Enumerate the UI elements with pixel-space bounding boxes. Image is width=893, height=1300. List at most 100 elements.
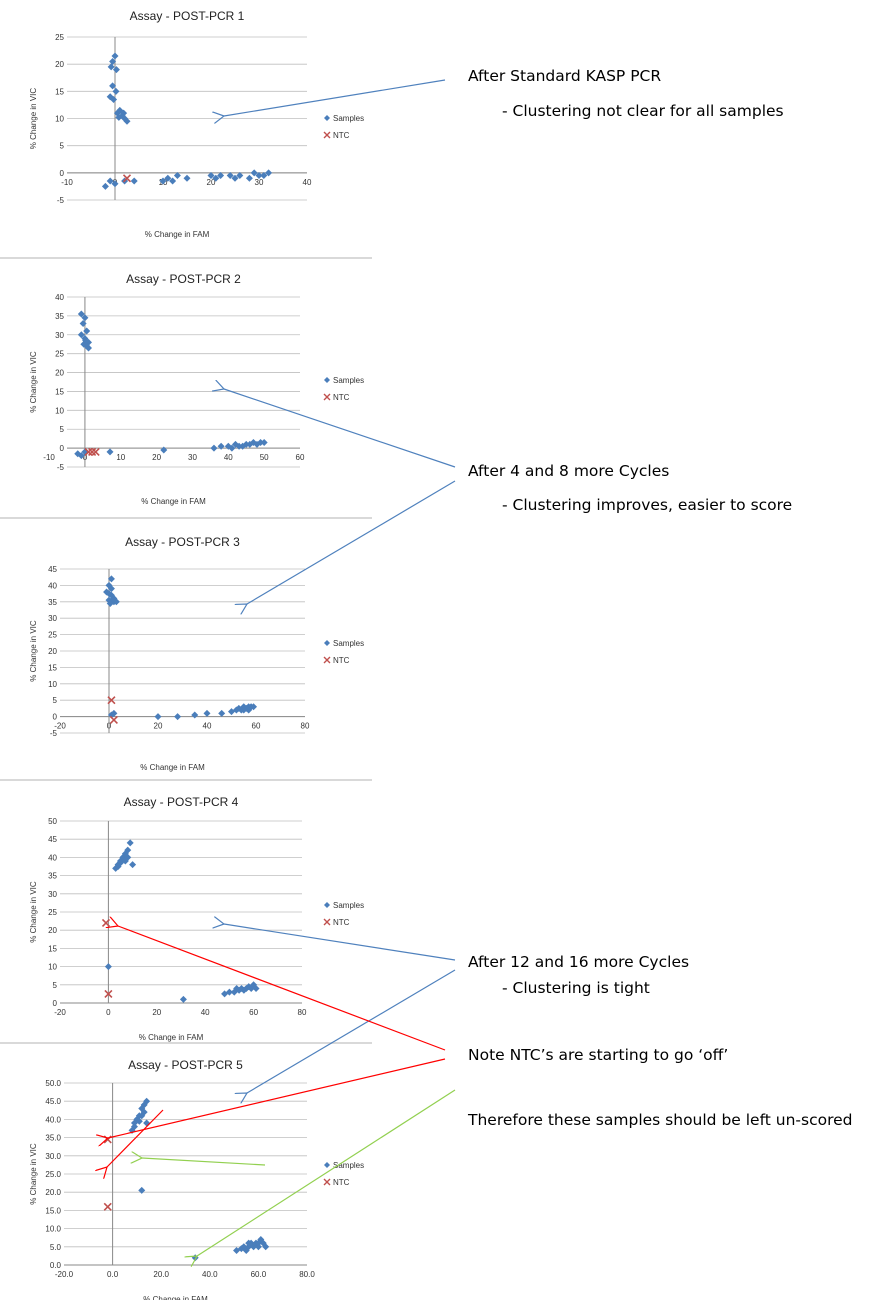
sample-point bbox=[124, 853, 132, 861]
y-tick-label: 25 bbox=[48, 631, 57, 640]
sample-point bbox=[169, 177, 177, 185]
sample-point bbox=[203, 709, 211, 717]
y-tick-label: 35 bbox=[55, 312, 64, 321]
chart-legend: Samples NTC bbox=[323, 376, 364, 402]
y-axis-title: % Change in VIC bbox=[29, 351, 38, 413]
y-axis-title: % Change in VIC bbox=[29, 88, 38, 150]
y-tick-label: 35 bbox=[48, 872, 57, 881]
chart-5: Assay - POST-PCR 5 0.0 5.0 10.0 15.0 20.0 25.0… bbox=[29, 1058, 364, 1300]
y-tick-label: 10 bbox=[48, 680, 57, 689]
sample-point bbox=[236, 172, 244, 180]
arrow-red-ntc4 bbox=[118, 926, 446, 1051]
y-tick-label: 0 bbox=[60, 444, 65, 453]
sample-point bbox=[265, 169, 273, 177]
legend-samples-label: Samples bbox=[333, 114, 364, 123]
x-tick-label: 40.0 bbox=[202, 1270, 218, 1279]
sample-point bbox=[262, 1243, 270, 1251]
sample-point bbox=[217, 442, 225, 450]
annotation-left-unscored: Therefore these samples should be left u… bbox=[468, 1111, 853, 1129]
arrow-blue-pcr5 bbox=[247, 969, 456, 1093]
sample-point bbox=[107, 63, 115, 71]
y-tick-label: 35.0 bbox=[45, 1134, 61, 1143]
sample-point bbox=[112, 598, 120, 606]
y-tick-label: 10 bbox=[48, 963, 57, 972]
sample-point bbox=[110, 95, 118, 103]
chart-title: Assay - POST-PCR 3 bbox=[125, 535, 240, 549]
y-tick-label: 20 bbox=[55, 369, 64, 378]
sample-point bbox=[250, 1243, 258, 1251]
arrow-blue-pcr1 bbox=[224, 79, 446, 116]
y-tick-label: 30.0 bbox=[45, 1152, 61, 1161]
y-tick-label: -5 bbox=[50, 729, 58, 738]
y-tick-label: 20 bbox=[48, 926, 57, 935]
sample-point bbox=[225, 988, 233, 996]
series-ntc bbox=[107, 696, 118, 724]
legend-samples-label: Samples bbox=[333, 376, 364, 385]
y-tick-label: 25.0 bbox=[45, 1170, 61, 1179]
y-tick-label: 15.0 bbox=[45, 1206, 61, 1215]
sample-point bbox=[126, 839, 134, 847]
ntc-point bbox=[122, 174, 132, 183]
chart-legend: Samples NTC bbox=[323, 114, 364, 140]
chart-3: Assay - POST-PCR 3 -5 0 5 10 15 20 25 30 35 40 45 -2… bbox=[29, 535, 364, 772]
sample-point bbox=[242, 440, 250, 448]
y-tick-label: 25 bbox=[55, 350, 64, 359]
sample-point bbox=[174, 713, 182, 721]
legend-samples-marker bbox=[324, 115, 330, 121]
y-tick-label: 25 bbox=[55, 33, 64, 42]
y-tick-label: 0.0 bbox=[50, 1261, 62, 1270]
y-tick-label: 20.0 bbox=[45, 1188, 61, 1197]
x-tick-label: 30 bbox=[255, 178, 264, 187]
x-tick-label: 60.0 bbox=[251, 1270, 267, 1279]
y-tick-label: 25 bbox=[48, 908, 57, 917]
sample-point bbox=[138, 1186, 146, 1194]
arrow-blue-pcr3 bbox=[247, 480, 456, 604]
sample-point bbox=[77, 331, 85, 339]
sample-point bbox=[111, 52, 119, 60]
sample-point bbox=[255, 172, 263, 180]
annotation-clustering-not-clear: - Clustering not clear for all samples bbox=[502, 102, 784, 120]
sample-point bbox=[164, 174, 172, 182]
y-tick-label: 30 bbox=[55, 331, 64, 340]
sample-point bbox=[183, 174, 191, 182]
x-axis-title: % Change in FAM bbox=[139, 1033, 204, 1042]
ntc-point bbox=[91, 447, 100, 456]
y-tick-label: 10.0 bbox=[45, 1225, 61, 1234]
y-axis-title: % Change in VIC bbox=[29, 620, 38, 682]
ntc-point bbox=[109, 715, 118, 724]
chart-title: Assay - POST-PCR 5 bbox=[128, 1058, 243, 1072]
sample-point bbox=[106, 448, 114, 456]
sample-point bbox=[252, 984, 260, 992]
x-axis-title: % Change in FAM bbox=[143, 1295, 208, 1300]
y-tick-label: -5 bbox=[57, 463, 65, 472]
sample-point bbox=[159, 177, 167, 185]
sample-point bbox=[112, 66, 120, 74]
y-tick-label: 45.0 bbox=[45, 1097, 61, 1106]
x-axis-title: % Change in FAM bbox=[140, 763, 205, 772]
annotation-ntc-off: Note NTC’s are starting to go ‘off’ bbox=[468, 1046, 729, 1064]
sample-point bbox=[245, 174, 253, 182]
y-tick-label: 45 bbox=[48, 835, 57, 844]
x-tick-label: 80.0 bbox=[299, 1270, 315, 1279]
sample-point bbox=[123, 117, 131, 125]
y-tick-label: 20 bbox=[48, 647, 57, 656]
sample-point bbox=[240, 706, 248, 714]
arrow-blue-pcr2 bbox=[224, 389, 456, 468]
x-tick-label: 20 bbox=[207, 178, 216, 187]
ntc-point bbox=[103, 1202, 112, 1211]
y-tick-label: 15 bbox=[48, 663, 57, 672]
sample-point bbox=[120, 109, 128, 117]
x-tick-label: -20.0 bbox=[55, 1270, 74, 1279]
sample-point bbox=[81, 314, 89, 322]
sample-point bbox=[130, 1123, 138, 1131]
sample-point bbox=[82, 336, 90, 344]
annotation-12-16-cycles: After 12 and 16 more Cycles bbox=[468, 953, 690, 971]
sample-point bbox=[111, 180, 119, 188]
annotation-4-8-cycles: After 4 and 8 more Cycles bbox=[468, 462, 670, 480]
y-tick-label: 40 bbox=[55, 293, 64, 302]
series-samples bbox=[103, 575, 258, 721]
sample-point bbox=[218, 709, 226, 717]
sample-point bbox=[254, 1239, 262, 1247]
chart-legend: Samples NTC bbox=[323, 901, 364, 927]
legend-ntc-label: NTC bbox=[333, 1178, 350, 1187]
